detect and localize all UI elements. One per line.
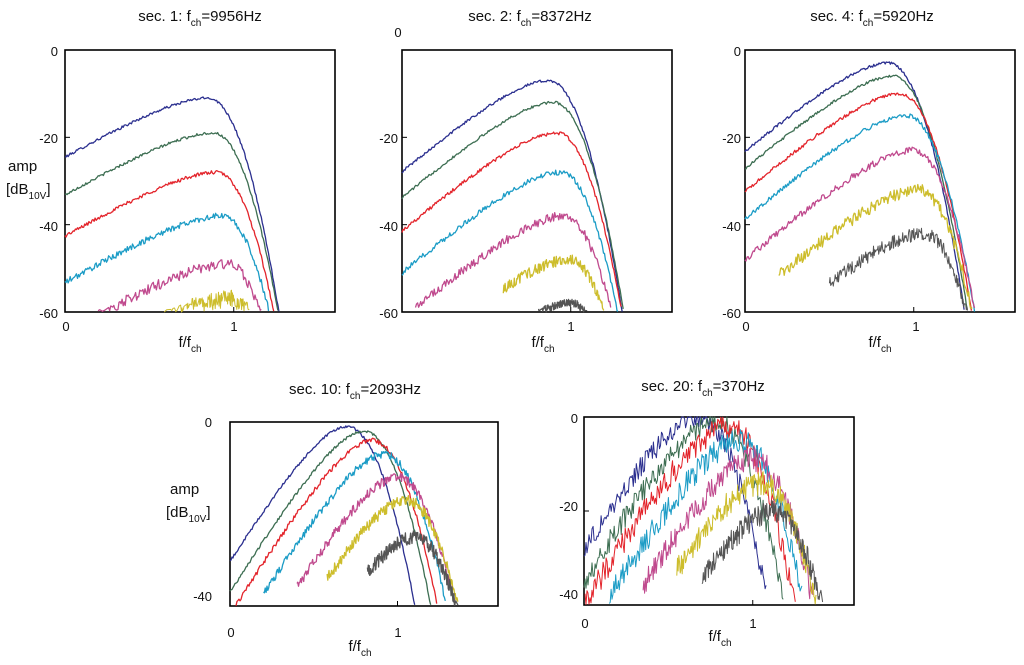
xtick-label-sec20-1: 1	[749, 616, 756, 631]
ytick-label-sec2-0: 0	[394, 25, 401, 40]
series-line-sec1-6	[163, 289, 250, 313]
series-line-sec2-6	[502, 254, 605, 311]
ytick-label-sec4-60: -60	[722, 306, 741, 321]
ytick-label-sec1-0: 0	[51, 44, 58, 59]
series-line-sec2-2	[401, 100, 624, 310]
series-line-sec20-2	[583, 416, 784, 600]
ytick-label-sec4-40: -40	[722, 219, 741, 234]
xlabel-sec10: f/fch	[348, 638, 371, 659]
plot-area-sec4	[744, 49, 1016, 313]
series-line-sec4-1	[744, 61, 965, 310]
panel-sec1: sec. 1: fch=9956Hz 0 -20 -40 -60 0 1 f/f…	[39, 8, 336, 355]
ytick-label-sec20-40: -40	[559, 587, 578, 602]
ylabel-bottom: amp [dB10V]	[166, 481, 210, 525]
series-line-sec10-3	[235, 437, 438, 606]
series-line-sec2-1	[401, 79, 623, 312]
panel-title-sec2: sec. 2: fch=8372Hz	[468, 8, 592, 29]
ylabel-bottom-amp: amp	[170, 481, 199, 498]
xtick-label-sec1-0: 0	[62, 319, 69, 334]
series-line-sec10-6	[326, 494, 459, 602]
series-line-sec20-6	[676, 471, 817, 605]
xtick-label-sec10-1: 1	[394, 625, 401, 640]
series-group-sec2	[401, 49, 624, 313]
ylabel-top: amp [dB10V]	[6, 158, 50, 202]
series-line-sec4-5	[744, 146, 976, 309]
series-group-sec20	[583, 416, 824, 606]
ylabel-bottom-unit: [dB10V]	[166, 504, 210, 525]
plot-area-sec2	[401, 49, 673, 313]
ylabel-top-amp: amp	[8, 158, 37, 175]
ytick-label-sec2-60: -60	[379, 306, 398, 321]
series-line-sec1-5	[97, 259, 262, 312]
xlabel-sec2: f/fch	[531, 334, 554, 355]
series-line-sec4-2	[745, 74, 968, 309]
series-line-sec4-3	[744, 92, 973, 311]
ytick-label-sec2-40: -40	[379, 219, 398, 234]
series-line-sec1-4	[64, 212, 270, 312]
panel-title-sec1: sec. 1: fch=9956Hz	[138, 8, 262, 29]
ytick-label-sec10-0: 0	[205, 415, 212, 430]
series-line-sec4-4	[744, 113, 976, 312]
ytick-label-sec20-20: -20	[559, 499, 578, 514]
xlabel-sec20: f/fch	[708, 628, 731, 649]
plot-area-sec10	[229, 421, 499, 607]
xlabel-sec4: f/fch	[868, 334, 891, 355]
series-line-sec10-1	[229, 425, 416, 605]
plot-area-sec1	[64, 49, 336, 313]
ytick-label-sec1-40: -40	[39, 219, 58, 234]
series-line-sec1-1	[64, 96, 280, 312]
series-line-sec2-3	[401, 131, 622, 307]
panel-title-sec4: sec. 4: fch=5920Hz	[810, 8, 934, 29]
series-line-sec20-3	[584, 416, 796, 605]
ytick-label-sec1-20: -20	[39, 131, 58, 146]
xtick-label-sec20-0: 0	[581, 616, 588, 631]
xlabel-sec1: f/fch	[178, 334, 201, 355]
series-group-sec10	[229, 421, 459, 607]
series-line-sec2-4	[401, 169, 619, 313]
panel-sec10: sec. 10: fch=2093Hz 0 -40 0 1 f/fch	[193, 381, 499, 659]
panel-sec4: sec. 4: fch=5920Hz 0 -20 -40 -60 0 1 f/f…	[722, 8, 1016, 355]
series-line-sec1-3	[64, 169, 275, 312]
panel-title-sec10: sec. 10: fch=2093Hz	[289, 381, 421, 402]
ytick-label-sec10-40: -40	[193, 589, 212, 604]
series-line-sec4-6	[778, 183, 973, 309]
series-line-sec20-5	[642, 447, 814, 600]
xtick-label-sec10-0: 0	[227, 625, 234, 640]
series-line-sec20-7	[701, 500, 824, 603]
panel-title-sec20: sec. 20: fch=370Hz	[641, 378, 765, 399]
ytick-label-sec4-0: 0	[734, 44, 741, 59]
xtick-label-sec1-1: 1	[230, 319, 237, 334]
xtick-label-sec2-1: 1	[567, 319, 574, 334]
ylabel-top-unit: [dB10V]	[6, 181, 50, 202]
series-line-sec20-4	[608, 429, 803, 604]
panel-sec20: sec. 20: fch=370Hz 0 -20 -40 0 1 f/fch	[559, 378, 855, 649]
series-group-sec1	[64, 49, 280, 313]
series-line-sec10-7	[366, 530, 459, 606]
series-line-sec10-5	[296, 472, 456, 606]
xtick-label-sec4-0: 0	[742, 319, 749, 334]
xtick-label-sec4-1: 1	[912, 319, 919, 334]
series-line-sec2-5	[414, 212, 612, 308]
series-line-sec4-7	[828, 227, 969, 311]
series-line-sec20-1	[583, 416, 767, 590]
series-line-sec10-2	[229, 430, 432, 605]
series-line-sec1-2	[64, 131, 279, 311]
ytick-label-sec4-20: -20	[722, 131, 741, 146]
ytick-label-sec1-60: -60	[39, 306, 58, 321]
series-line-sec10-4	[263, 450, 446, 602]
ytick-label-sec2-20: -20	[379, 131, 398, 146]
series-line-sec2-7	[537, 298, 588, 313]
panel-sec2: sec. 2: fch=8372Hz 0 -20 -40 -60 1 f/fch	[379, 8, 673, 355]
ytick-label-sec20-0: 0	[571, 411, 578, 426]
series-group-sec4	[744, 49, 976, 313]
